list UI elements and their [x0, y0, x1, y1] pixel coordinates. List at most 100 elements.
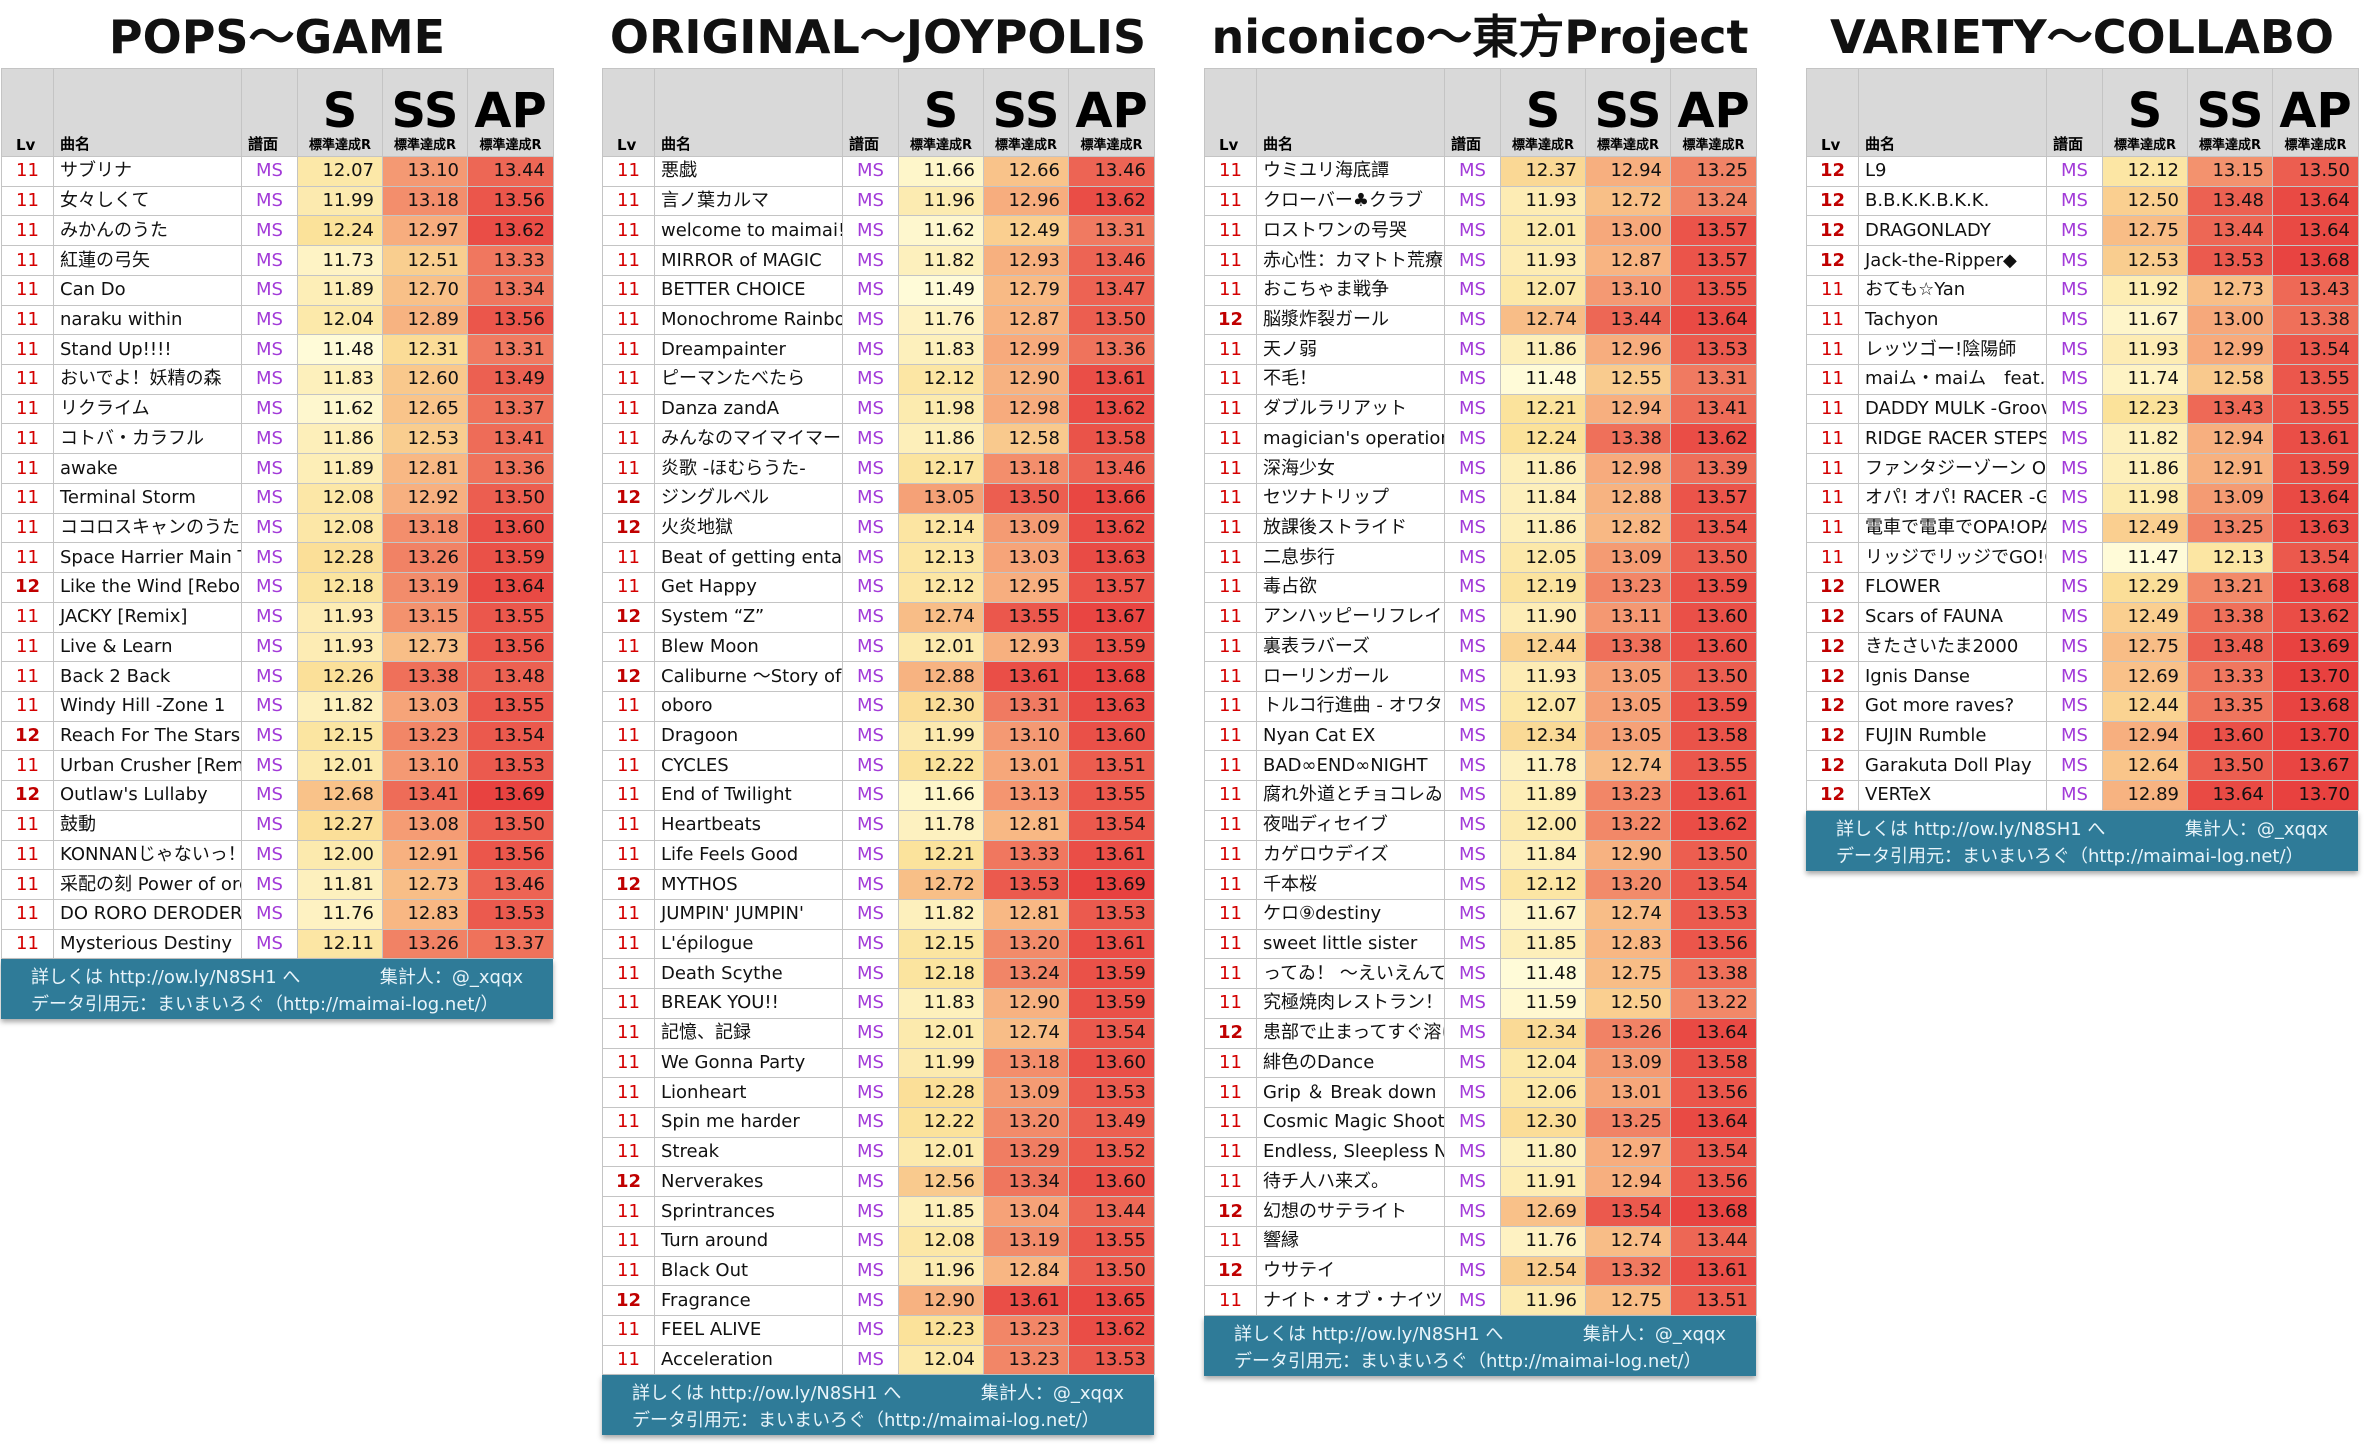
ap-rating-cell: 13.55 — [1068, 780, 1155, 811]
ss-rating-cell: 12.87 — [983, 304, 1069, 336]
table-row: 11 不毛！ MS 11.48 12.55 13.31 — [1204, 364, 1757, 395]
ss-rating-cell: 13.19 — [382, 572, 468, 603]
s-rating-cell: 11.93 — [2102, 334, 2188, 366]
ap-rating-cell: 13.68 — [1068, 661, 1155, 692]
s-rating-cell: 11.89 — [297, 453, 383, 484]
s-rating-cell: 11.93 — [1500, 245, 1586, 276]
header-ss: SS 標準達成R — [1585, 68, 1671, 157]
level-cell: 12 — [1204, 1017, 1257, 1049]
ss-rating-cell: 12.93 — [983, 631, 1069, 663]
s-rating-cell: 11.76 — [1500, 1225, 1586, 1257]
song-name-cell: FEEL ALIVE — [654, 1315, 843, 1346]
ap-rating-cell: 13.44 — [1068, 1196, 1155, 1227]
chart-type-cell: MS — [842, 928, 899, 960]
ap-rating-cell: 13.54 — [1670, 869, 1757, 900]
chart-type-cell: MS — [2046, 185, 2103, 217]
level-cell: 11 — [1204, 482, 1257, 514]
ss-rating-cell: 13.50 — [2187, 750, 2273, 782]
chart-type-cell: MS — [241, 661, 298, 692]
ss-rating-cell: 13.61 — [983, 1285, 1069, 1317]
table-row: 11 ファンタジーゾーン OP MS 11.86 12.91 13.59 — [1806, 453, 2359, 484]
chart-type-cell: MS — [1444, 482, 1501, 514]
ap-rating-cell: 13.60 — [1670, 601, 1757, 633]
chart-type-cell: MS — [2046, 482, 2103, 514]
chart-type-cell: MS — [1444, 245, 1501, 276]
level-cell: 11 — [602, 453, 655, 484]
ap-rating-cell: 13.55 — [467, 601, 554, 633]
chart-type-cell: MS — [842, 245, 899, 276]
ss-rating-cell: 13.10 — [983, 720, 1069, 752]
s-rating-cell: 12.26 — [297, 661, 383, 692]
level-cell: 11 — [1204, 245, 1257, 276]
chart-type-cell: MS — [842, 601, 899, 633]
ss-rating-cell: 12.94 — [1585, 1166, 1671, 1198]
song-name-cell: 天ノ弱 — [1256, 334, 1445, 366]
ss-rating-cell: 12.73 — [382, 631, 468, 663]
song-name-cell: みかんのうた — [53, 215, 242, 247]
ap-rating-cell: 13.38 — [1670, 958, 1757, 990]
table-row: 11 DO RORO DERODERO MS 11.76 12.83 13.53 — [1, 898, 554, 930]
table-row: 11 Mysterious Destiny MS 12.11 13.26 13.37 — [1, 928, 554, 960]
footer-link-text: 詳しくは http://ow.ly/N8SH1 へ — [31, 967, 301, 989]
table-row: 11 コトバ・カラフル MS 11.86 12.53 13.41 — [1, 423, 554, 455]
ap-rating-cell: 13.68 — [2272, 690, 2359, 722]
song-name-cell: MYTHOS — [654, 869, 843, 900]
ap-rating-cell: 13.63 — [1068, 690, 1155, 722]
level-cell: 12 — [1806, 750, 1859, 782]
s-rating-cell: 11.47 — [2102, 542, 2188, 574]
song-name-cell: Can Do — [53, 274, 242, 306]
ss-rating-cell: 12.88 — [1585, 482, 1671, 514]
ap-rating-cell: 13.55 — [2272, 364, 2359, 395]
level-cell: 11 — [1806, 393, 1859, 425]
ss-rating-cell: 12.53 — [382, 423, 468, 455]
chart-type-cell: MS — [241, 274, 298, 306]
song-name-cell: 毒占欲 — [1256, 572, 1445, 603]
ap-rating-cell: 13.44 — [467, 156, 554, 187]
ss-rating-cell: 12.91 — [382, 839, 468, 871]
chart-type-cell: MS — [241, 780, 298, 811]
level-cell: 11 — [1, 364, 54, 395]
song-name-cell: 深海少女 — [1256, 453, 1445, 484]
s-rating-cell: 11.89 — [1500, 780, 1586, 811]
ss-rating-cell: 12.95 — [983, 572, 1069, 603]
table-row: 11 Get Happy MS 12.12 12.95 13.57 — [602, 572, 1155, 603]
s-rating-cell: 11.86 — [1500, 512, 1586, 544]
ap-rating-cell: 13.39 — [1670, 453, 1757, 484]
ss-rating-cell: 12.55 — [1585, 364, 1671, 395]
chart-type-cell: MS — [1444, 720, 1501, 752]
s-rating-cell: 12.30 — [1500, 1107, 1586, 1138]
s-rating-cell: 12.01 — [898, 1017, 984, 1049]
table-row: 11 セツナトリップ MS 11.84 12.88 13.57 — [1204, 482, 1757, 514]
table-row: 11 L'épilogue MS 12.15 13.20 13.61 — [602, 928, 1155, 960]
song-name-cell: B.B.K.K.B.K.K. — [1858, 185, 2047, 217]
song-name-cell: Scars of FAUNA — [1858, 601, 2047, 633]
s-rating-cell: 12.23 — [898, 1315, 984, 1346]
chart-type-cell: MS — [1444, 215, 1501, 247]
ap-rating-cell: 13.22 — [1670, 988, 1757, 1019]
level-cell: 11 — [602, 1315, 655, 1346]
table-row: 11 記憶、記録 MS 12.01 12.74 13.54 — [602, 1017, 1155, 1049]
song-name-cell: Black Out — [654, 1255, 843, 1287]
ap-rating-cell: 13.54 — [1670, 512, 1757, 544]
chart-type-cell: MS — [241, 839, 298, 871]
level-cell: 11 — [602, 185, 655, 217]
ss-rating-cell: 12.81 — [983, 809, 1069, 841]
ss-rating-cell: 13.34 — [983, 1166, 1069, 1198]
song-name-cell: L'épilogue — [654, 928, 843, 960]
chart-type-cell: MS — [1444, 898, 1501, 930]
ss-rating-cell: 13.48 — [2187, 631, 2273, 663]
ap-rating-cell: 13.57 — [1670, 245, 1757, 276]
chart-type-cell: MS — [241, 928, 298, 960]
ap-rating-cell: 13.49 — [467, 364, 554, 395]
song-name-cell: DADDY MULK -Groov — [1858, 393, 2047, 425]
ss-rating-cell: 13.10 — [382, 750, 468, 782]
chart-type-cell: MS — [2046, 661, 2103, 692]
ss-rating-cell: 12.74 — [983, 1017, 1069, 1049]
ap-rating-cell: 13.33 — [467, 245, 554, 276]
ap-rating-cell: 13.59 — [1670, 690, 1757, 722]
ss-rating-cell: 12.60 — [382, 364, 468, 395]
chart-type-cell: MS — [842, 780, 899, 811]
table-row: 11 ダブルラリアット MS 12.21 12.94 13.41 — [1204, 393, 1757, 425]
s-rating-cell: 12.19 — [1500, 572, 1586, 603]
song-name-cell: Dreampainter — [654, 334, 843, 366]
